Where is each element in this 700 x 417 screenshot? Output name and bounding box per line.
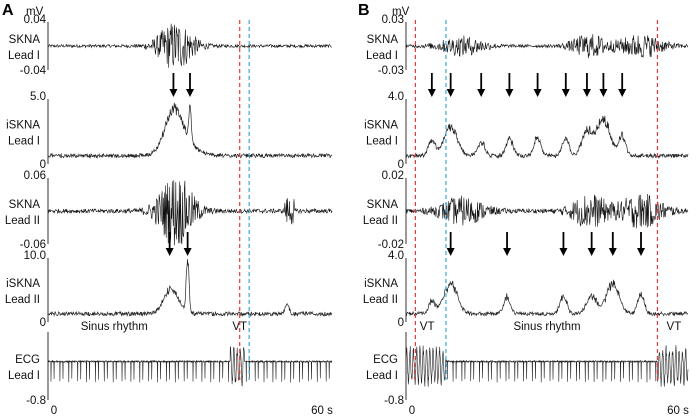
y-tick-label-bottom: -0.8 xyxy=(384,395,404,407)
arrowhead-6 xyxy=(561,89,570,97)
skna-trace xyxy=(405,34,688,59)
iskna-trace xyxy=(47,102,333,159)
y-tick-label-top: 4.0 xyxy=(388,250,404,262)
x-tick-label-start: 0 xyxy=(51,405,57,417)
y-tick-label-bottom: 0 xyxy=(40,317,46,329)
arrowhead-9 xyxy=(618,89,627,97)
lead-label: Lead II xyxy=(363,215,398,227)
row-iskna-lead-i: 5.0 0 iSKNA Lead I xyxy=(6,73,333,171)
lead-label: Lead I xyxy=(366,50,398,62)
row-skna-lead-ii: 0.06 -0.06 SKNA Lead II xyxy=(5,170,333,251)
row-iskna-lead-ii: 4.0 0 iSKNA Lead II xyxy=(363,232,689,329)
iskna-trace xyxy=(47,259,333,317)
arrowhead-6 xyxy=(637,248,645,256)
y-tick-label-bottom: 0 xyxy=(398,159,404,171)
ecg-trace xyxy=(48,346,333,387)
lead-label: Lead I xyxy=(366,136,398,148)
arrowhead-4 xyxy=(587,248,596,256)
arrowhead-3 xyxy=(559,248,568,256)
unit-label: mV xyxy=(392,6,410,18)
x-tick-label-start: 0 xyxy=(409,405,415,417)
y-tick-label-top: 5.0 xyxy=(30,91,46,103)
y-tick-label-bottom: -0.8 xyxy=(26,395,46,407)
row-ecg-lead-i: -0.8 ECG Lead I xyxy=(366,332,689,407)
arrowhead-1 xyxy=(427,89,436,97)
skna-trace xyxy=(47,23,333,68)
row-label: SKNA xyxy=(367,34,399,46)
arrowhead-4 xyxy=(505,89,514,97)
lead-label: Lead I xyxy=(8,50,40,62)
y-tick-label-top: 0.03 xyxy=(382,14,404,26)
y-tick-label-top: 0.02 xyxy=(382,170,404,182)
arrowhead-5 xyxy=(533,89,542,97)
y-tick-label-bottom: -0.06 xyxy=(20,239,46,251)
rhythm-label-sinus: Sinus rhythm xyxy=(81,321,148,333)
arrowhead-1 xyxy=(169,89,178,97)
iskna-trace xyxy=(405,115,689,159)
y-tick-label-bottom: 0 xyxy=(40,159,46,171)
skna-trace xyxy=(47,180,333,246)
y-tick-label-bottom: -0.02 xyxy=(378,239,404,251)
lead-label: Lead II xyxy=(363,294,398,306)
lead-label: Lead II xyxy=(5,215,40,227)
row-label: iSKNA xyxy=(364,120,398,132)
lead-label: Lead II xyxy=(5,294,40,306)
lead-label: Lead I xyxy=(8,370,40,382)
ecg-trace xyxy=(405,345,689,387)
row-label: SKNA xyxy=(9,34,41,46)
rhythm-label-vt-1: VT xyxy=(420,321,435,333)
rhythm-label-sinus: Sinus rhythm xyxy=(513,321,580,333)
row-skna-lead-ii: 0.02 -0.02 SKNA Lead II xyxy=(363,170,689,251)
row-ecg-lead-i: -0.8 ECG Lead I xyxy=(8,332,333,407)
y-tick-label-bottom: -0.04 xyxy=(20,65,47,77)
arrowhead-2 xyxy=(186,89,194,97)
lead-label: Lead I xyxy=(366,370,398,382)
row-label: SKNA xyxy=(367,199,399,211)
row-iskna-lead-i: 4.0 0 iSKNA Lead I xyxy=(364,73,689,171)
arrowhead-8 xyxy=(599,89,608,97)
y-tick-label-top: 4.0 xyxy=(388,91,404,103)
panel-letter: A xyxy=(2,2,14,19)
row-skna-lead-i: 0.04 -0.04 SKNA Lead I xyxy=(8,14,333,77)
panel-letter: B xyxy=(358,2,370,19)
arrowhead-2 xyxy=(183,248,192,256)
row-label: ECG xyxy=(15,354,40,366)
y-tick-label-top: 0.06 xyxy=(24,170,46,182)
arrowhead-2 xyxy=(503,248,512,256)
row-label: ECG xyxy=(373,354,398,366)
row-skna-lead-i: 0.03 -0.03 SKNA Lead I xyxy=(366,14,688,77)
rhythm-label-vt: VT xyxy=(232,321,247,333)
x-tick-label-end: 60 s xyxy=(667,405,689,417)
y-tick-label-top: 10.0 xyxy=(24,250,46,262)
unit-label: mV xyxy=(26,6,44,18)
arrowhead-2 xyxy=(446,89,455,97)
row-label: SKNA xyxy=(9,199,41,211)
skna-trace xyxy=(405,193,689,229)
iskna-trace xyxy=(405,279,689,317)
lead-label: Lead I xyxy=(8,136,40,148)
arrowhead-3 xyxy=(477,89,486,97)
row-label: iSKNA xyxy=(6,120,40,132)
x-tick-label-end: 60 s xyxy=(311,405,333,417)
y-tick-label-top: 0.04 xyxy=(24,14,47,26)
arrowhead-5 xyxy=(608,248,617,256)
row-label: iSKNA xyxy=(364,278,398,290)
y-tick-label-bottom: -0.03 xyxy=(378,65,404,77)
arrowhead-7 xyxy=(582,89,591,97)
y-tick-label-bottom: 0 xyxy=(398,317,404,329)
rhythm-label-vt-2: VT xyxy=(667,321,682,333)
arrowhead-1 xyxy=(446,248,455,256)
arrowhead-1 xyxy=(165,248,174,256)
row-label: iSKNA xyxy=(6,278,40,290)
row-iskna-lead-ii: 10.0 0 iSKNA Lead II xyxy=(5,232,333,329)
